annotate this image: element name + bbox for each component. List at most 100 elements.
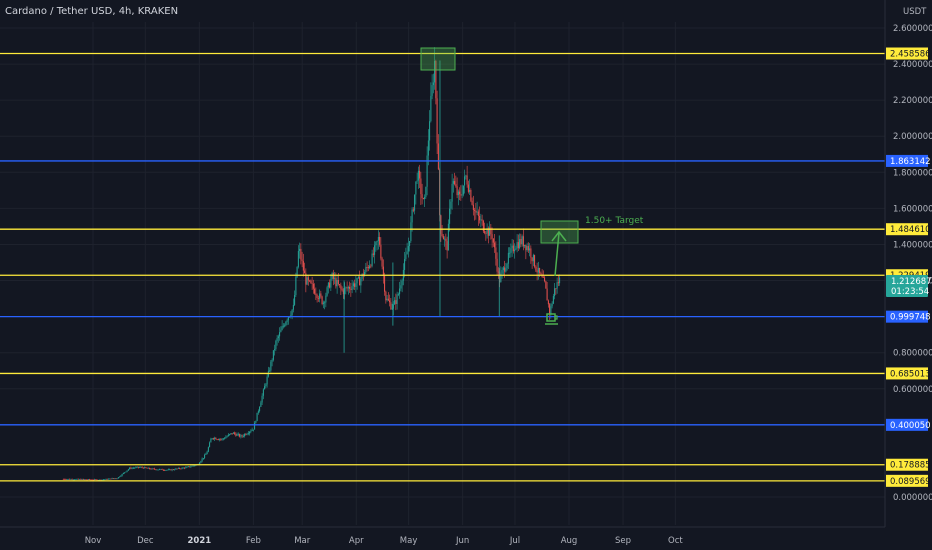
candle-body — [511, 245, 513, 249]
candle-body — [102, 479, 104, 481]
candle-body — [387, 298, 389, 301]
candle-body — [342, 290, 344, 295]
candle-body — [409, 241, 411, 247]
candle-body — [219, 439, 221, 440]
x-tick-label: Jun — [455, 536, 469, 546]
candle-body — [132, 467, 134, 469]
candle-body — [260, 402, 262, 407]
candle-body — [225, 437, 227, 439]
candle-body — [167, 469, 169, 471]
candle-body — [156, 469, 158, 471]
candle-body — [189, 466, 191, 468]
candle-body — [351, 286, 353, 290]
candle-body — [551, 303, 553, 307]
y-axis[interactable]: 2.600000 2.400000 2.200000 2.000000 1.800000… — [884, 0, 932, 527]
candle-body — [157, 469, 159, 471]
candle-body — [367, 267, 369, 269]
candle-body — [332, 273, 334, 279]
level-label: 0.089569 — [890, 477, 931, 487]
candle-body — [407, 246, 409, 252]
candle-body — [554, 288, 556, 297]
candle-body — [82, 479, 84, 480]
candle-body — [65, 479, 67, 480]
y-tick-label: 2.600000 — [893, 24, 932, 34]
candle-body — [502, 267, 504, 271]
candle-body — [492, 238, 494, 243]
candle-body — [312, 283, 314, 289]
candle-body — [81, 479, 83, 480]
candle-body — [460, 194, 462, 196]
candle-body — [399, 288, 401, 295]
candle-body — [422, 198, 424, 199]
candle-body — [385, 291, 387, 301]
candle-body — [389, 300, 391, 303]
candle-body — [496, 258, 498, 272]
candle-body — [509, 252, 511, 254]
candle-body — [344, 288, 346, 295]
candle-body — [279, 332, 281, 337]
candle-body — [270, 361, 272, 371]
candle-body — [305, 273, 307, 285]
y-tick-label: 1.800000 — [893, 168, 932, 178]
level-badge — [886, 47, 928, 60]
candle-body — [291, 309, 293, 316]
candle-body — [366, 267, 368, 268]
candle-body — [209, 442, 211, 448]
candle-body — [352, 283, 354, 287]
current-price-badge: 1.212687 01:23:54 — [886, 275, 932, 297]
candle-body — [282, 325, 284, 327]
candle-body — [95, 479, 97, 481]
candle-body — [125, 471, 127, 473]
candle-body — [94, 479, 96, 481]
x-tick-label: 2021 — [188, 536, 212, 546]
candle-body — [530, 248, 532, 258]
candle-body — [360, 278, 362, 286]
candle-body — [324, 302, 326, 304]
candle-body — [255, 421, 257, 423]
candle-body — [354, 283, 356, 287]
candle-body — [286, 320, 288, 322]
candle-body — [244, 434, 246, 437]
level-label: 1.863142 — [890, 157, 931, 167]
candle-body — [227, 434, 229, 437]
candle-body — [512, 245, 514, 252]
candle-body — [180, 468, 182, 470]
level-label: 0.999748 — [890, 313, 931, 323]
candle-body — [184, 467, 186, 469]
candle-body — [75, 479, 77, 480]
candle-body — [294, 295, 296, 305]
candle-body — [259, 406, 261, 412]
level-badge — [886, 367, 928, 380]
candle-body — [117, 477, 119, 479]
candle-body — [154, 468, 156, 470]
candle-body — [414, 194, 416, 211]
candle-body — [507, 252, 509, 264]
candle-body — [131, 467, 133, 469]
candle-body — [345, 287, 347, 289]
candle-body — [190, 466, 192, 468]
candle-body — [440, 215, 442, 234]
candle-body — [129, 467, 131, 470]
candle-body — [350, 288, 352, 290]
candle-body — [437, 143, 439, 170]
candle-body — [301, 259, 303, 262]
candle-body — [64, 478, 66, 480]
candle-body — [119, 476, 121, 478]
candle-body — [159, 469, 161, 470]
x-axis[interactable]: Nov Dec 2021 Feb Mar Apr May Jun Jul Aug Sep Oct — [0, 526, 885, 546]
candle-body — [261, 395, 263, 403]
peak-zone — [420, 47, 456, 71]
level-label: 1.484610 — [890, 225, 931, 235]
candle-body — [137, 466, 139, 468]
candle-body — [139, 467, 141, 469]
candle-body — [262, 389, 264, 396]
candle-body — [179, 468, 181, 469]
candle-body — [229, 434, 231, 435]
candle-body — [455, 184, 457, 187]
candle-body — [241, 435, 243, 437]
candle-body — [524, 244, 526, 247]
candle-body — [170, 469, 172, 471]
candle-body — [500, 273, 502, 283]
candle-body — [532, 255, 534, 262]
